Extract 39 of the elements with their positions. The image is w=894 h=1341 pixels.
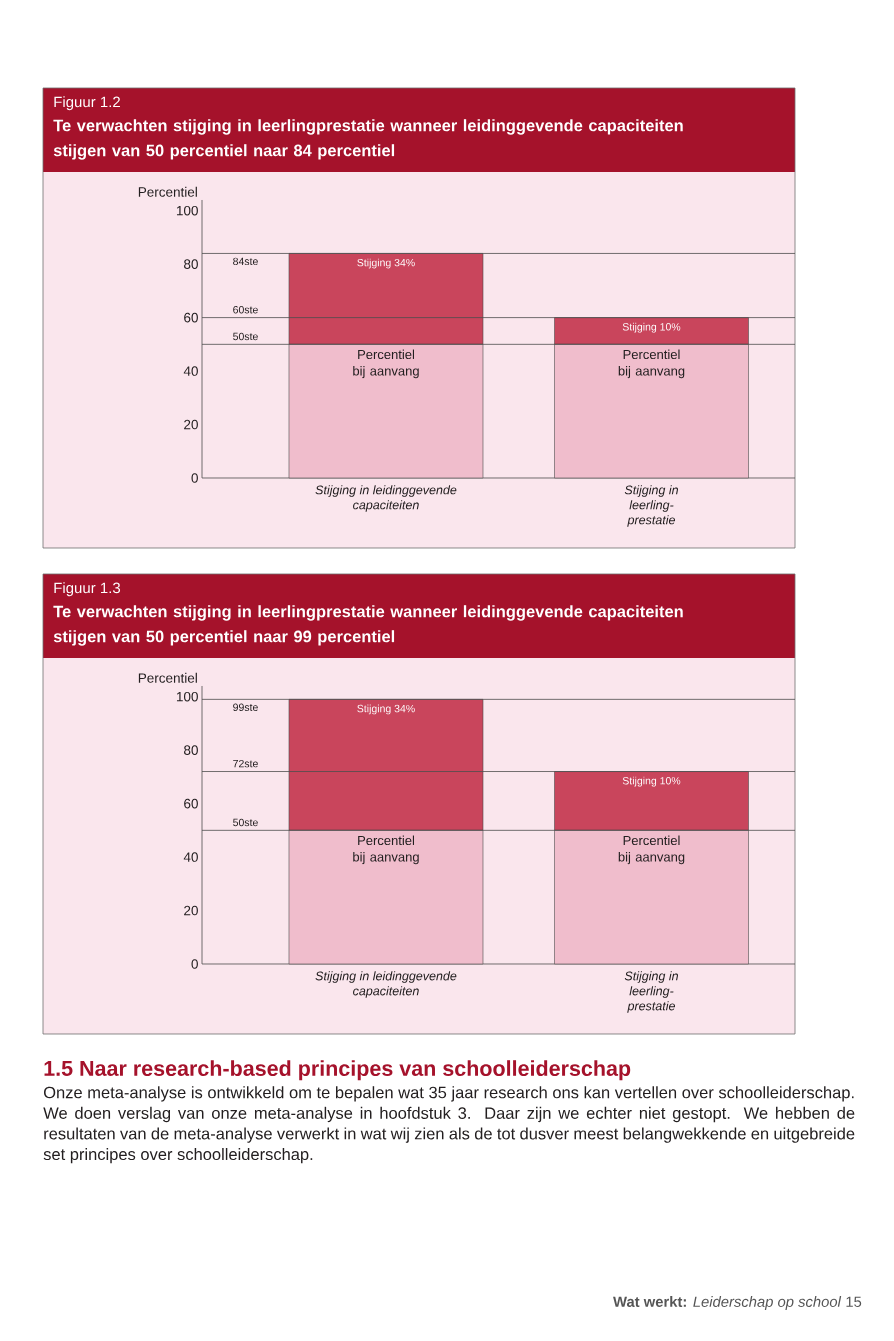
- data-label: Stijging 34%: [357, 704, 415, 715]
- y-tick-label: 60: [184, 312, 198, 323]
- series-label: Percentiel bij aanvang: [353, 835, 419, 865]
- chart-subtitle: Te verwachten stijging in leerlingprestatie wanneer leidinggevende capaciteiten stijgen van 50 percentiel naar 84 percentiel: [53, 119, 683, 160]
- y-tick-label: 100: [176, 691, 198, 702]
- y-tick-label: 60: [184, 798, 198, 809]
- y-tick-label: 40: [183, 366, 198, 376]
- ref-line-label: 50ste: [233, 332, 258, 341]
- y-tick-label: 20: [184, 905, 198, 916]
- text: Percentiel bij aanvang: [618, 349, 685, 379]
- text: 1.5 Naar research-based principes van schoolleiderschap: [44, 1060, 631, 1081]
- text: Percentiel bij aanvang: [618, 835, 685, 865]
- y-axis-title: Percentiel: [138, 186, 197, 197]
- data-label: Stijging 10%: [622, 776, 681, 787]
- chart-title: Figuur 1.2: [54, 96, 120, 111]
- y-tick-label: 80: [184, 745, 198, 755]
- y-tick-label: 0: [191, 959, 198, 969]
- ref-line-label: 50ste: [233, 818, 258, 827]
- data-label: Stijging 10%: [622, 322, 681, 333]
- y-tick-label: 80: [184, 259, 198, 269]
- x-tick-label: Stijging in leidinggevende capaciteiten: [315, 971, 457, 998]
- ref-line-label: 72ste: [233, 759, 258, 768]
- y-tick-label: 40: [183, 852, 198, 862]
- series-label: Percentiel bij aanvang: [353, 349, 419, 379]
- y-axis-title: Percentiel: [138, 672, 197, 683]
- x-tick-label: Stijging in leidinggevende capaciteiten: [315, 485, 457, 512]
- y-tick-label: 0: [191, 473, 198, 483]
- y-tick-label: 100: [176, 205, 198, 216]
- text: Wat werkt: Leiderschap op school 15: [613, 1296, 862, 1310]
- ref-line-label: 84ste: [233, 257, 258, 266]
- chart-subtitle: Te verwachten stijging in leerlingprestatie wanneer leidinggevende capaciteiten stijgen van 50 percentiel naar 99 percentiel: [53, 605, 683, 646]
- chart-title: Figuur 1.3: [54, 582, 121, 597]
- ref-line-label: 99ste: [233, 703, 258, 711]
- data-label: Stijging 34%: [357, 258, 415, 269]
- x-tick-label: Stijging in leerling-prestatie: [624, 485, 679, 527]
- y-tick-label: 20: [184, 419, 198, 430]
- text: Onze meta-analyse is ontwikkeld om te bepalen wat 35 jaar research ons kan vertellen over schoolleiderschap. We doen verslag van onze meta-analyse in hoofdstuk 3. Daar zijn we echter niet gestopt. We hebben de resultaten van de meta-analyse verwerkt in wat wij zien als de tot dusver meest belangwekkende en uitgebreide set principes over schoolleiderschap.: [43, 1086, 855, 1164]
- ref-line-label: 60ste: [233, 305, 258, 314]
- x-tick-label: Stijging in leerling-prestatie: [624, 971, 679, 1013]
